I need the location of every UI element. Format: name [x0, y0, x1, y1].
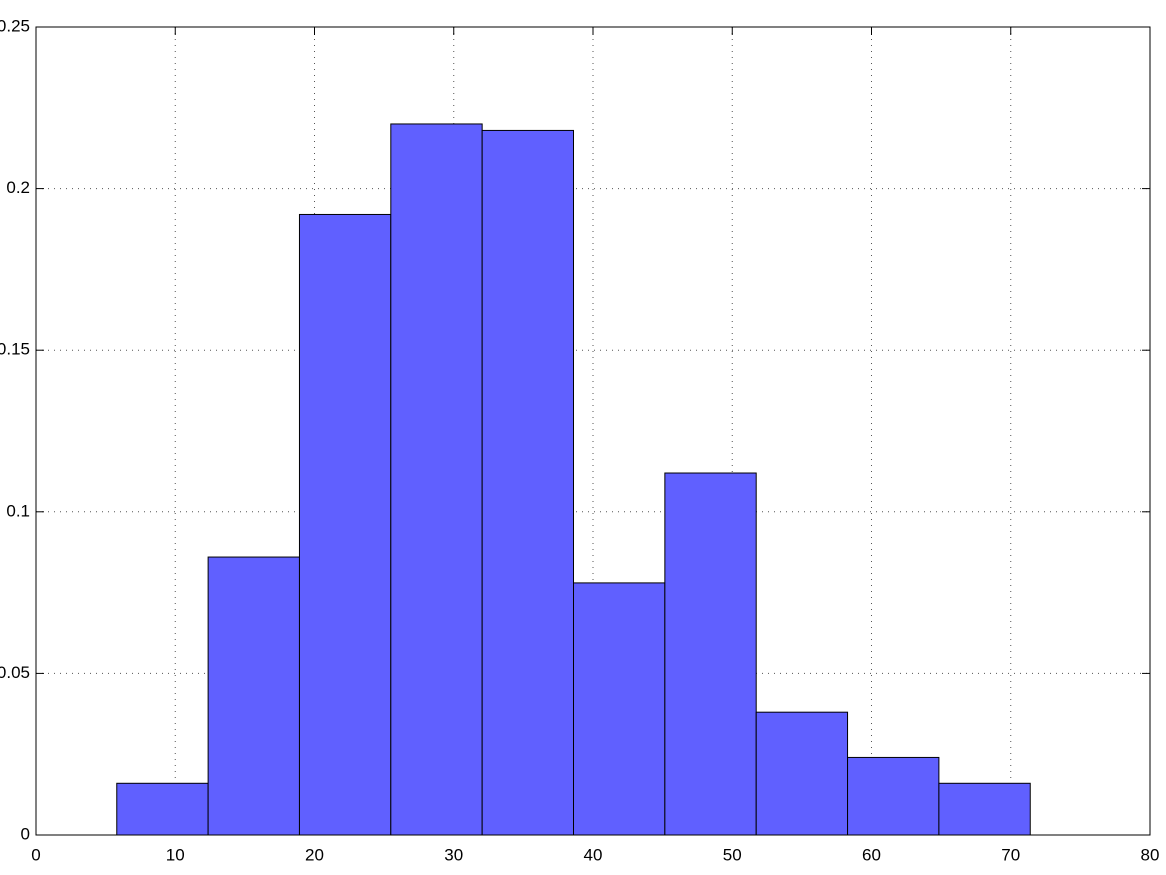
- y-tick-label: 0.05: [0, 663, 30, 682]
- y-tick-label: 0.1: [6, 501, 30, 520]
- y-tick-label: 0: [21, 824, 30, 843]
- y-tick-label: 0.2: [6, 178, 30, 197]
- bar: [298, 213, 392, 836]
- bar: [390, 123, 483, 836]
- bar: [207, 556, 300, 836]
- bar: [481, 129, 575, 836]
- x-tick-label: 80: [1141, 845, 1160, 864]
- x-tick-label: 10: [166, 845, 185, 864]
- x-tick-label: 0: [31, 845, 40, 864]
- y-tick-label: 0.15: [0, 340, 30, 359]
- bar: [847, 756, 940, 836]
- bar: [573, 582, 666, 836]
- x-tick-label: 30: [444, 845, 463, 864]
- x-tick-label: 40: [584, 845, 603, 864]
- x-tick-label: 50: [723, 845, 742, 864]
- x-tick-label: 70: [1001, 845, 1020, 864]
- x-tick-label: 60: [862, 845, 881, 864]
- bar: [755, 711, 849, 836]
- x-tick-label: 20: [305, 845, 324, 864]
- bar: [664, 472, 757, 836]
- plot-frame: [35, 26, 1151, 836]
- bar: [116, 782, 209, 836]
- bar: [938, 782, 1031, 836]
- y-tick-label: 0.25: [0, 16, 30, 35]
